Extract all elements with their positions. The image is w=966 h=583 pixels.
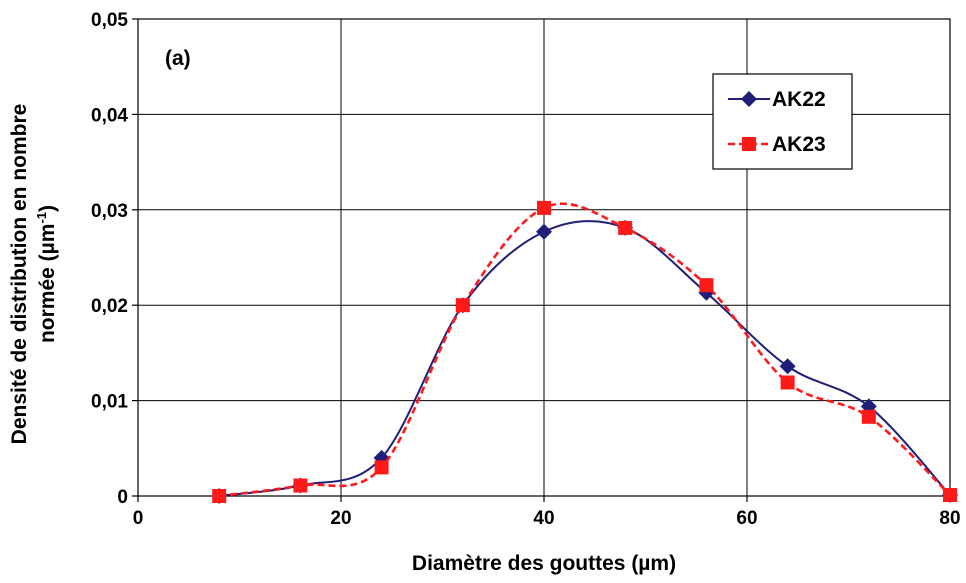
y-axis-title-line2: normée (µm-1) (34, 205, 59, 343)
data-point-ak23 (618, 220, 633, 235)
legend-box (712, 73, 853, 170)
legend-label-ak22: AK22 (772, 88, 826, 111)
data-point-ak23 (699, 278, 714, 293)
data-point-ak23 (537, 200, 551, 215)
y-tick-label: 0,01 (91, 392, 128, 413)
data-point-ak22 (779, 358, 796, 375)
x-tick-label: 0 (133, 508, 144, 529)
data-point-ak23 (455, 298, 470, 313)
data-point-ak23 (943, 488, 957, 503)
series-layer (211, 200, 958, 504)
y-tick-label: 0,05 (91, 10, 128, 31)
data-point-ak23 (293, 478, 308, 493)
series-line-ak22 (219, 220, 951, 497)
x-axis-title: Diamètre des gouttes (µm) (412, 552, 676, 575)
data-point-ak23 (212, 489, 227, 503)
series-ak23 (212, 200, 957, 503)
series-line-ak23 (219, 202, 951, 498)
y-tick-label: 0 (117, 487, 128, 508)
panel-label: (a) (165, 47, 191, 70)
x-tick-label: 40 (533, 508, 554, 529)
y-axis-title-line1: Densité de distribution en nombre (8, 104, 31, 445)
y-tick-label: 0,02 (91, 296, 128, 317)
legend-label-ak23: AK23 (772, 133, 826, 156)
data-point-ak23 (374, 460, 389, 475)
y-tick-label: 0,03 (91, 201, 128, 222)
legend-swatch-marker-ak22 (741, 91, 757, 107)
y-axis-title-line2-main: normée (µm (36, 224, 59, 343)
x-tick-label: 60 (736, 508, 757, 529)
y-axis-title-superscript: -1 (34, 212, 49, 224)
x-tick-label: 80 (939, 508, 960, 529)
y-axis-title: Densité de distribution en nombre (8, 104, 31, 445)
axis-ticks: 0 20 40 60 80 0 0,01 0,02 0,03 0,04 0,05 (91, 10, 961, 529)
data-point-ak23 (780, 375, 795, 390)
x-tick-label: 20 (330, 508, 351, 529)
legend-swatch-marker-ak23 (742, 137, 756, 151)
y-tick-label: 0,04 (91, 105, 128, 126)
legend: AK22 AK23 (712, 73, 853, 170)
series-ak22 (211, 219, 958, 504)
data-point-ak23 (861, 409, 876, 424)
data-point-ak22 (536, 223, 552, 240)
y-axis-title-line2-end: ) (36, 205, 59, 212)
